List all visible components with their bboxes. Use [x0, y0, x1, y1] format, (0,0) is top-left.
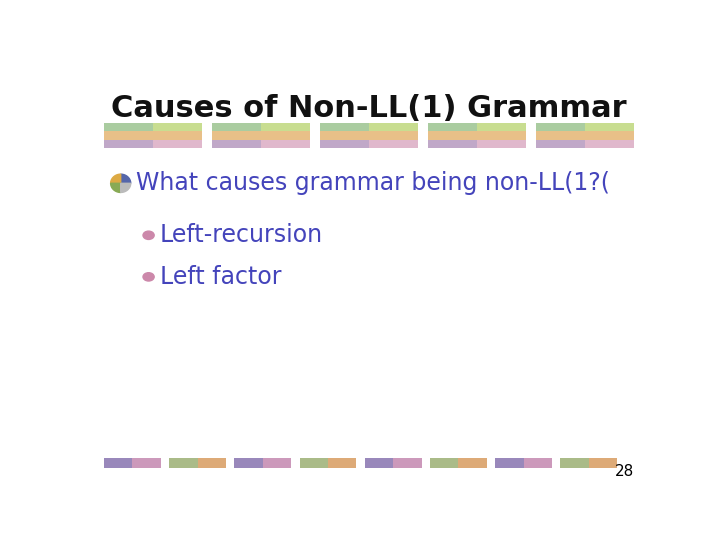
Bar	[153, 140, 202, 148]
Bar	[536, 123, 585, 131]
Bar	[197, 463, 226, 468]
Polygon shape	[111, 183, 121, 192]
Text: What causes grammar being non-LL(1?(: What causes grammar being non-LL(1?(	[136, 171, 610, 195]
Bar	[369, 123, 418, 131]
Bar	[261, 140, 310, 148]
Bar	[300, 463, 328, 468]
Bar	[197, 458, 226, 463]
Bar	[585, 123, 634, 131]
Bar	[104, 463, 132, 468]
Bar	[300, 458, 328, 463]
Bar	[369, 131, 418, 140]
Bar	[536, 131, 585, 140]
Bar	[328, 458, 356, 463]
Bar	[369, 140, 418, 148]
Bar	[212, 131, 261, 140]
Bar	[560, 463, 589, 468]
Bar	[132, 458, 161, 463]
Polygon shape	[111, 174, 121, 183]
Bar	[320, 131, 369, 140]
Bar	[235, 463, 263, 468]
Bar	[320, 123, 369, 131]
Bar	[393, 458, 422, 463]
Bar	[104, 140, 153, 148]
Bar	[365, 458, 393, 463]
Bar	[153, 123, 202, 131]
Bar	[495, 458, 523, 463]
Bar	[430, 458, 459, 463]
Bar	[459, 463, 487, 468]
Bar	[169, 458, 197, 463]
Bar	[263, 458, 291, 463]
Bar	[212, 140, 261, 148]
Bar	[459, 458, 487, 463]
Circle shape	[143, 273, 154, 281]
Bar	[212, 123, 261, 131]
Bar	[589, 458, 617, 463]
Bar	[477, 131, 526, 140]
Bar	[428, 140, 477, 148]
Bar	[104, 131, 153, 140]
Bar	[328, 463, 356, 468]
Bar	[523, 458, 552, 463]
Bar	[536, 140, 585, 148]
Bar	[263, 463, 291, 468]
Text: Left-recursion: Left-recursion	[160, 223, 323, 247]
Bar	[560, 458, 589, 463]
Bar	[261, 131, 310, 140]
Bar	[104, 123, 153, 131]
Polygon shape	[121, 183, 131, 192]
Text: Causes of Non-LL(1) Grammar: Causes of Non-LL(1) Grammar	[111, 94, 627, 123]
Bar	[428, 131, 477, 140]
Polygon shape	[121, 174, 131, 183]
Bar	[477, 123, 526, 131]
Bar	[104, 458, 132, 463]
Circle shape	[143, 231, 154, 239]
Bar	[153, 131, 202, 140]
Bar	[428, 123, 477, 131]
Bar	[585, 140, 634, 148]
Bar	[132, 463, 161, 468]
Bar	[430, 463, 459, 468]
Bar	[235, 458, 263, 463]
Bar	[393, 463, 422, 468]
Bar	[261, 123, 310, 131]
Bar	[320, 140, 369, 148]
Bar	[585, 131, 634, 140]
Bar	[169, 463, 197, 468]
Text: Left factor: Left factor	[160, 265, 282, 289]
Text: 28: 28	[615, 464, 634, 479]
Bar	[477, 140, 526, 148]
Bar	[495, 463, 523, 468]
Bar	[523, 463, 552, 468]
Bar	[589, 463, 617, 468]
Bar	[365, 463, 393, 468]
